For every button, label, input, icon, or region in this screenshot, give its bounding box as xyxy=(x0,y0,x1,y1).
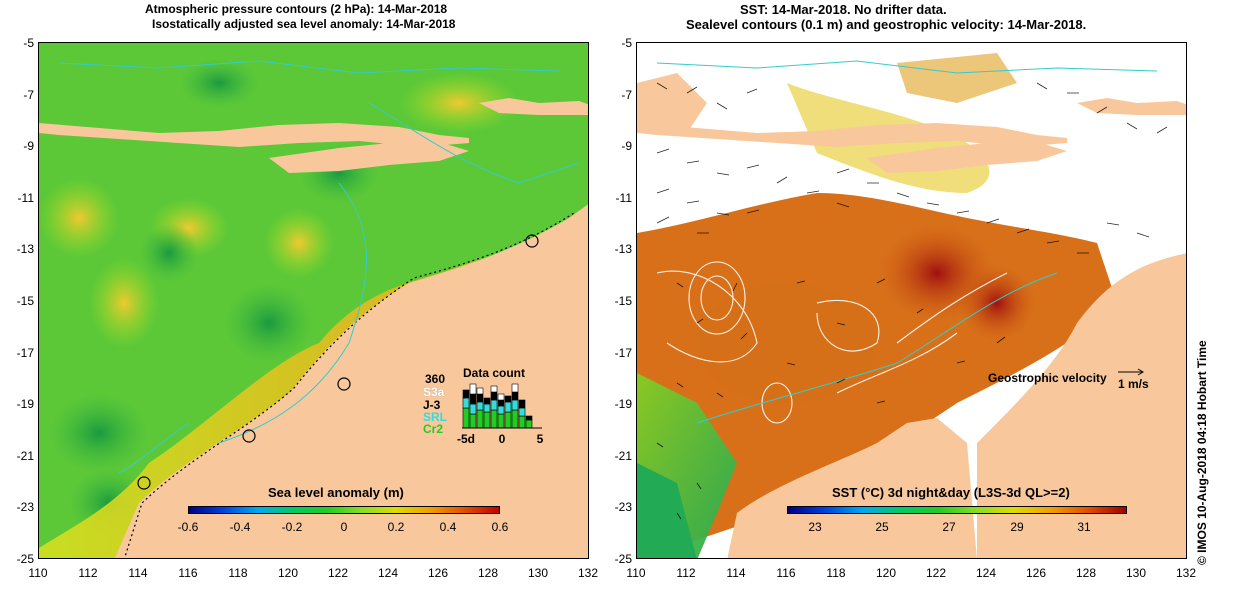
data-count-tick: 0 xyxy=(498,432,506,446)
y-tick: -15 xyxy=(16,294,34,308)
y-tick: -13 xyxy=(614,242,632,256)
sla-tick: 0.4 xyxy=(439,520,457,534)
sat-label-cr2: Cr2 xyxy=(423,422,444,436)
sla-tick: 0 xyxy=(340,520,348,534)
x-tick: 126 xyxy=(1025,566,1047,580)
y-tick: -25 xyxy=(614,552,632,566)
sat-label-srl: SRL xyxy=(423,410,447,424)
x-tick: 110 xyxy=(626,566,646,580)
x-tick: 124 xyxy=(975,566,997,580)
y-tick: -13 xyxy=(16,242,34,256)
x-tick: 120 xyxy=(277,566,299,580)
x-tick: 122 xyxy=(925,566,947,580)
sst-colorbar-title: SST (°C) 3d night&day (L3S-3d QL>=2) xyxy=(832,485,1070,500)
imos-credit: © IMOS 10-Aug-2018 04:18 Hobart Time xyxy=(1195,340,1209,565)
y-tick: -23 xyxy=(16,500,34,514)
left-title-line2: Isostatically adjusted sea level anomaly… xyxy=(152,17,456,31)
sat-label-j3: J-3 xyxy=(423,398,441,412)
data-count-max: 360 xyxy=(425,372,446,386)
x-tick: 128 xyxy=(1075,566,1097,580)
y-tick: -11 xyxy=(17,191,34,205)
velocity-arrow-icon xyxy=(1118,368,1144,376)
y-tick: -5 xyxy=(621,36,632,50)
data-count-tick: 5 xyxy=(536,432,544,446)
sst-colorbar xyxy=(787,506,1127,514)
sla-tick: 0.6 xyxy=(491,520,509,534)
y-tick: -17 xyxy=(614,346,632,360)
y-tick: -21 xyxy=(16,449,34,463)
velocity-legend-label: Geostrophic velocity xyxy=(988,371,1107,385)
x-tick: 112 xyxy=(676,566,696,580)
y-tick: -7 xyxy=(621,88,632,102)
sla-tick: -0.6 xyxy=(177,520,199,534)
x-tick: 114 xyxy=(128,566,148,580)
x-tick: 130 xyxy=(1125,566,1147,580)
velocity-legend-unit: 1 m/s xyxy=(1118,377,1149,391)
x-tick: 112 xyxy=(78,566,98,580)
x-tick: 118 xyxy=(826,566,846,580)
x-tick: 122 xyxy=(327,566,349,580)
x-tick: 124 xyxy=(377,566,399,580)
sla-colorbar-title: Sea level anomaly (m) xyxy=(268,485,404,500)
circle-markers xyxy=(137,234,539,490)
x-tick: 110 xyxy=(28,566,48,580)
data-count-tick: -5d xyxy=(457,432,475,446)
sst-tick: 23 xyxy=(808,520,822,534)
x-tick: 132 xyxy=(577,566,599,580)
sst-map xyxy=(636,42,1187,559)
y-tick: -23 xyxy=(614,500,632,514)
x-tick: 130 xyxy=(527,566,549,580)
x-tick: 126 xyxy=(427,566,449,580)
y-tick: -7 xyxy=(23,88,34,102)
x-tick: 120 xyxy=(875,566,897,580)
sst-tick: 27 xyxy=(942,520,956,534)
right-title-line2: Sealevel contours (0.1 m) and geostrophi… xyxy=(686,17,1087,32)
sst-tick: 25 xyxy=(875,520,889,534)
sla-tick: -0.4 xyxy=(229,520,251,534)
left-title-line1: Atmospheric pressure contours (2 hPa): 1… xyxy=(145,2,448,16)
y-tick: -19 xyxy=(614,397,632,411)
x-tick: 116 xyxy=(178,566,198,580)
sst-tick: 31 xyxy=(1077,520,1091,534)
y-tick: -9 xyxy=(621,139,632,153)
y-tick: -5 xyxy=(23,36,34,50)
sst-map-graphic xyxy=(637,43,1186,558)
x-tick: 116 xyxy=(776,566,796,580)
sea-level-anomaly-map xyxy=(38,42,589,559)
y-tick: -11 xyxy=(615,191,632,205)
y-tick: -15 xyxy=(614,294,632,308)
sla-tick: 0.2 xyxy=(387,520,405,534)
x-tick: 132 xyxy=(1175,566,1197,580)
data-count-title: Data count xyxy=(463,366,526,380)
sat-label-s3a: S3a xyxy=(423,385,445,399)
y-tick: -19 xyxy=(16,397,34,411)
y-tick: -17 xyxy=(16,346,34,360)
y-tick: -25 xyxy=(16,552,34,566)
y-tick: -9 xyxy=(23,139,34,153)
sst-tick: 29 xyxy=(1010,520,1024,534)
sla-colorbar xyxy=(188,506,500,514)
x-tick: 118 xyxy=(228,566,248,580)
data-count-histogram xyxy=(462,383,542,429)
right-title-line1: SST: 14-Mar-2018. No drifter data. xyxy=(740,2,947,17)
sla-tick: -0.2 xyxy=(281,520,303,534)
y-tick: -21 xyxy=(614,449,632,463)
x-tick: 114 xyxy=(726,566,746,580)
x-tick: 128 xyxy=(477,566,499,580)
sea-level-anomaly-map-graphic xyxy=(39,43,588,558)
